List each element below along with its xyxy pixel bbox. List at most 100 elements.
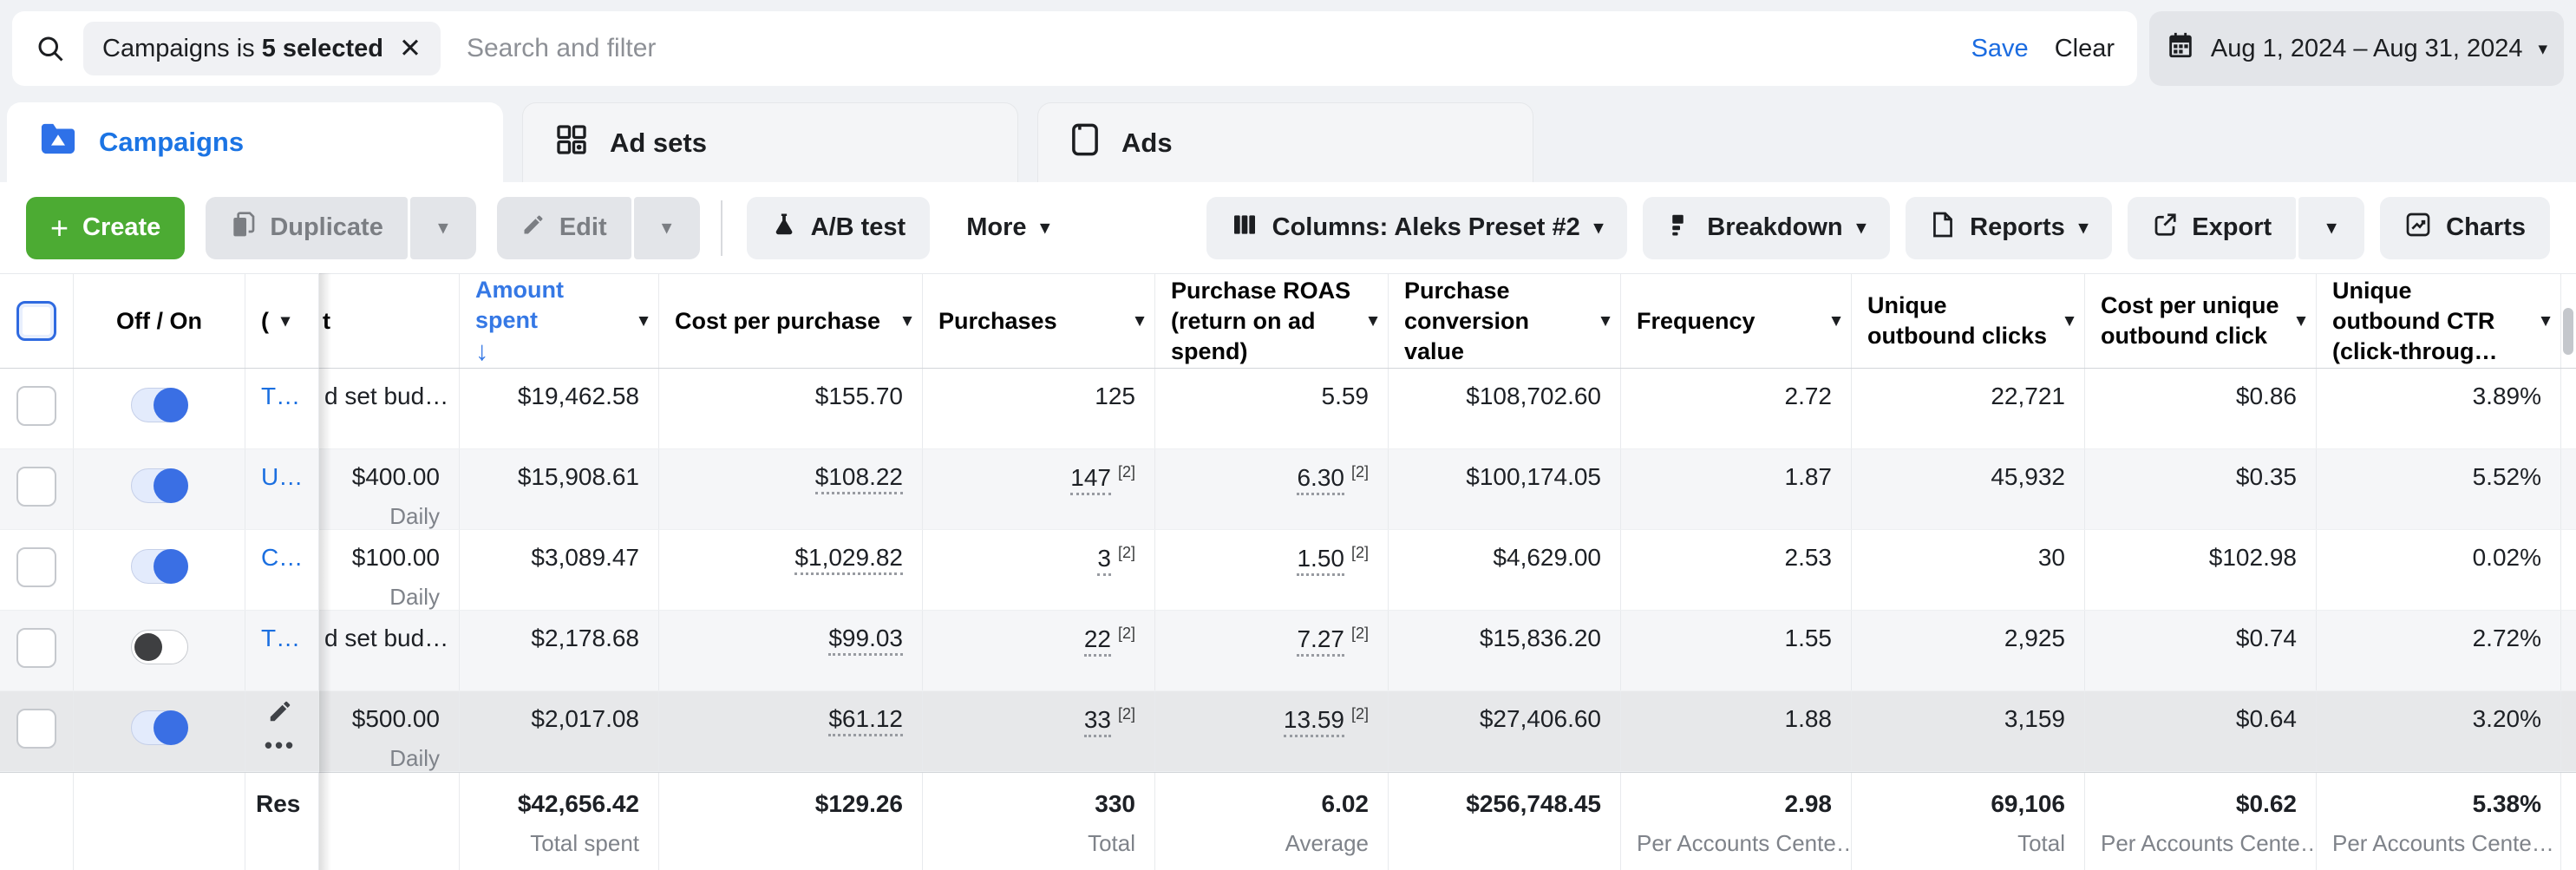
cell-cost-per-click: $0.64 [2085,691,2317,771]
calendar-icon [2166,30,2195,67]
columns-icon [1231,211,1259,245]
ab-test-button[interactable]: A/B test [746,196,931,259]
campaign-toggle[interactable] [130,468,188,503]
search-icon [35,33,66,64]
date-range-label: Aug 1, 2024 – Aug 31, 2024 [2210,34,2523,62]
column-header-roas[interactable]: Purchase ROAS (return on ad spend) ▾ [1155,274,1389,368]
campaign-toggle[interactable] [130,710,188,745]
cell-budget: d set bud… [319,611,460,690]
cell-budget: d set bud… [319,369,460,448]
campaigns-table: Off / On (▾ t Amount spent ↓ ▾ Cost per p… [0,273,2576,870]
clear-filter-button[interactable]: Clear [2054,34,2115,62]
charts-button[interactable]: Charts [2380,196,2550,259]
chevron-down-icon: ▾ [1831,311,1840,330]
remove-filter-icon[interactable]: ✕ [398,33,422,63]
more-button[interactable]: More ▾ [966,213,1050,241]
breakdown-button[interactable]: Breakdown ▾ [1643,196,1891,259]
tab-ads[interactable]: Ads [1037,102,1533,182]
row-checkbox[interactable] [16,628,56,668]
select-all-checkbox[interactable] [16,301,56,341]
cell-conversion-value: $27,406.60 [1389,691,1621,771]
tab-ad-sets[interactable]: Ad sets [522,102,1018,182]
cell-budget: $400.00 Daily [319,449,460,529]
campaign-name-link[interactable]: U… [261,463,304,490]
duplicate-button[interactable]: Duplicate [206,196,408,259]
row-checkbox[interactable] [16,386,56,426]
column-header-name-truncated[interactable]: (▾ [245,274,319,368]
chevron-down-icon: ▾ [2540,311,2550,330]
more-actions-button[interactable]: ••• [264,732,297,758]
campaign-toggle[interactable] [130,388,188,422]
reports-button[interactable]: Reports ▾ [1906,196,2113,259]
cell-cost-per-click: $0.86 [2085,369,2317,448]
column-header-purchases[interactable]: Purchases ▾ [923,274,1155,368]
total-conversion-value: $256,748.45 [1389,773,1621,870]
chevron-down-icon: ▾ [638,311,648,330]
export-dropdown-button[interactable]: ▾ [2298,196,2365,259]
campaign-toggle[interactable] [130,630,188,664]
toolbar-divider [720,200,722,256]
column-header-budget-truncated[interactable]: t [319,274,460,368]
cell-cost-per-purchase: $155.70 [659,369,923,448]
cell-conversion-value: $108,702.60 [1389,369,1621,448]
campaigns-folder-icon [38,121,78,164]
chevron-down-icon: ▾ [2538,38,2548,59]
campaign-name-link[interactable]: T… [261,383,301,409]
column-header-conversion-value[interactable]: Purchase conversion value ▾ [1389,274,1621,368]
date-range-picker[interactable]: Aug 1, 2024 – Aug 31, 2024 ▾ [2149,11,2564,86]
row-checkbox[interactable] [16,467,56,507]
export-button[interactable]: Export [2128,196,2297,259]
tab-campaigns-label: Campaigns [99,127,245,157]
campaign-name-link[interactable]: C… [261,544,304,571]
column-header-unique-outbound-clicks[interactable]: Unique outbound clicks ▾ [1852,274,2085,368]
vertical-scrollbar-thumb[interactable] [2563,308,2573,355]
chevron-down-icon: ▾ [2296,311,2305,330]
export-split-button: Export ▾ [2128,196,2365,259]
columns-button[interactable]: Columns: Aleks Preset #2 ▾ [1206,196,1628,259]
cell-roas: 5.59 [1155,369,1389,448]
column-header-unique-outbound-ctr[interactable]: Unique outbound CTR (click-throug… ▾ [2317,274,2561,368]
chevron-down-icon: ▾ [1040,218,1050,238]
table-row: U… $400.00 Daily $15,908.61 $108.22 147 [2… [0,449,2576,530]
cell-cost-per-purchase: $1,029.82 [659,530,923,610]
column-header-frequency[interactable]: Frequency ▾ [1621,274,1852,368]
tab-campaigns[interactable]: Campaigns [7,102,503,182]
cell-cost-per-click: $0.74 [2085,611,2317,690]
column-header-amount-spent[interactable]: Amount spent ↓ ▾ [460,274,659,368]
campaign-toggle[interactable] [130,549,188,584]
edit-button[interactable]: Edit [496,196,631,259]
row-checkbox[interactable] [16,709,56,749]
cell-cost-per-click: $0.35 [2085,449,2317,529]
edit-dropdown-button[interactable]: ▾ [633,196,700,259]
filter-chip-campaigns[interactable]: Campaigns is 5 selected ✕ [83,22,441,75]
column-header-cost-per-purchase[interactable]: Cost per purchase ▾ [659,274,923,368]
total-cost-per-click: $0.62 Per Accounts Cente… [2085,773,2317,870]
edit-pencil-icon[interactable] [267,701,293,729]
tab-ads-label: Ads [1121,127,1173,158]
save-filter-button[interactable]: Save [1971,34,2029,62]
view-tools-group: Columns: Aleks Preset #2 ▾ Breakdown ▾ R… [1206,196,2550,259]
duplicate-dropdown-button[interactable]: ▾ [409,196,476,259]
cell-frequency: 1.88 [1621,691,1852,771]
table-header-row: Off / On (▾ t Amount spent ↓ ▾ Cost per p… [0,273,2576,369]
search-input[interactable]: Search and filter [466,34,657,62]
create-button[interactable]: + Create [26,196,186,259]
chevron-down-icon: ▾ [2326,218,2337,238]
cell-roas: 6.30 [2] [1155,449,1389,529]
row-checkbox[interactable] [16,547,56,587]
campaign-name-link[interactable]: T… [261,625,301,651]
chevron-down-icon: ▾ [2078,218,2089,238]
cell-conversion-value: $100,174.05 [1389,449,1621,529]
cell-frequency: 1.87 [1621,449,1852,529]
export-icon [2152,212,2178,245]
cell-unique-clicks: 22,721 [1852,369,2085,448]
cell-roas: 13.59 [2] [1155,691,1389,771]
totals-label: Res [245,773,319,870]
chevron-down-icon: ▾ [1856,218,1867,238]
column-header-cost-per-unique-outbound-click[interactable]: Cost per unique outbound click ▾ [2085,274,2317,368]
action-toolbar: + Create Duplicate ▾ Edit [0,182,2576,273]
cell-purchases: 125 [923,369,1155,448]
cell-cost-per-purchase: $61.12 [659,691,923,771]
cell-purchases: 147 [2] [923,449,1155,529]
